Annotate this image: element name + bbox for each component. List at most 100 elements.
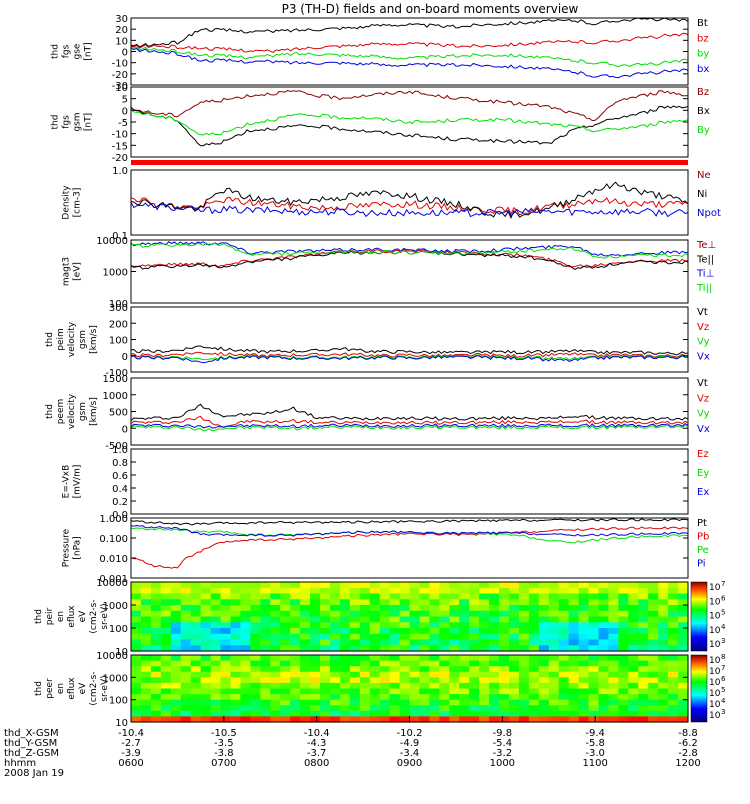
spectrogram-cell [399, 582, 411, 589]
y-tick-label: 1500 [103, 374, 128, 385]
spectrogram-cell [379, 660, 391, 667]
spectrogram-cell [230, 605, 241, 612]
spectrogram-cell [419, 671, 430, 678]
spectrogram-cell [538, 633, 550, 641]
spectrogram-cell [180, 694, 192, 701]
spectrogram-cell [509, 710, 520, 717]
spectrogram-cell [459, 605, 470, 612]
legend-item: Ez [697, 449, 709, 460]
series-Pt-line [130, 518, 689, 526]
spectrogram-cell [290, 605, 301, 612]
spectrogram-cell [240, 633, 251, 641]
spectrogram-cell [339, 616, 351, 623]
spectrogram-cell [578, 633, 590, 641]
spectrogram-cell [528, 610, 540, 618]
spectrogram-cell [638, 699, 649, 706]
spectrogram-cell [170, 605, 182, 612]
series-Vx-line [130, 355, 689, 364]
spectrogram-cell [190, 688, 202, 695]
spectrogram-cell [618, 645, 629, 652]
spectrogram-cell [618, 671, 629, 678]
spectrogram-cell [568, 666, 580, 673]
legend-item: bz [697, 33, 709, 44]
spectrogram-cell [320, 616, 331, 623]
spectrogram-cell [339, 622, 351, 629]
spectrogram-cell [568, 705, 580, 712]
spectrogram-cell [459, 616, 470, 623]
spectrogram-cell [449, 666, 460, 673]
spectrogram-cell [429, 710, 440, 717]
spectrogram-cell [429, 633, 440, 641]
spectrogram-cell [479, 639, 490, 646]
spectrogram-cell [419, 605, 430, 612]
spectrogram-cell [538, 655, 550, 662]
spectrogram-cell [300, 633, 311, 641]
spectrogram-cell [419, 633, 430, 641]
spectrogram-cell [409, 582, 420, 589]
spectrogram-cell [180, 616, 192, 623]
spectrogram-cell [250, 645, 261, 652]
spectrogram-cell [628, 587, 639, 595]
spectrogram-cell [329, 628, 341, 635]
spectrogram-cell [131, 605, 142, 612]
spectrogram-cell [349, 582, 361, 589]
spectrogram-cell [548, 622, 560, 629]
spectrogram-cell [389, 610, 401, 618]
spectrogram-cell [499, 666, 510, 673]
spectrogram-cell [588, 605, 599, 612]
spectrogram-cell [588, 587, 599, 595]
spectrogram-cell [150, 694, 162, 701]
spectrogram-cell [439, 633, 450, 641]
y-axis-label: peim [56, 328, 66, 351]
spectrogram-cell [578, 682, 590, 690]
spectrogram-cell [369, 605, 381, 612]
spectrogram-cell [509, 699, 520, 706]
spectrogram-cell [399, 688, 411, 695]
spectrogram-cell [230, 628, 241, 635]
y-tick-label: 300 [109, 303, 128, 314]
spectrogram-cell [588, 705, 599, 712]
spectrogram-cell [200, 599, 212, 606]
spectrogram-cell [598, 688, 609, 695]
spectrogram-cell [588, 660, 599, 667]
spectrogram-cell [369, 660, 381, 667]
spectrogram-cell [389, 655, 401, 662]
spectrogram-cell [369, 710, 381, 717]
spectrogram-cell [369, 645, 381, 652]
spectrogram-cell [280, 582, 291, 589]
spectrogram-cell [538, 666, 550, 673]
spectrogram-cell [628, 622, 639, 629]
spectrogram-cell [399, 605, 411, 612]
spectrogram-cell [648, 688, 659, 695]
spectrogram-cell [449, 677, 460, 684]
legend-item: Ti⊥ [696, 269, 714, 280]
spectrogram-cell [578, 699, 590, 706]
spectrogram-cell [479, 616, 490, 623]
y-tick-label: 1.0 [112, 166, 128, 177]
spectrogram-cell [329, 666, 341, 673]
spectrogram-cell [628, 655, 639, 662]
spectrogram-cell [160, 699, 172, 706]
spectrogram-cell [270, 645, 281, 652]
y-axis-label: [mV/m] [73, 465, 83, 499]
spectrogram-cell [320, 639, 331, 646]
y-axis-label: (cm2-s- [89, 599, 99, 633]
spectrogram-cell [469, 639, 480, 646]
spectrogram-cell [449, 605, 460, 612]
spectrogram-cell [329, 705, 341, 712]
spectrogram-cell [598, 633, 609, 641]
spectrogram-cell [648, 610, 659, 618]
spectrogram-cell [210, 616, 222, 623]
spectrogram-cell [339, 666, 351, 673]
spectrogram-cell [280, 645, 291, 652]
spectrogram-cell [578, 593, 590, 600]
x-axis-tick-label: 0600 [118, 758, 143, 769]
spectrogram-cell [598, 616, 609, 623]
spectrogram-cell [210, 605, 222, 612]
spectrogram-cell [608, 610, 619, 618]
spectrogram-cell [658, 699, 669, 706]
spectrogram-cell [140, 671, 152, 678]
spectrogram-cell [320, 710, 331, 717]
spectrogram-cell [628, 633, 639, 641]
spectrogram-cell [648, 660, 659, 667]
